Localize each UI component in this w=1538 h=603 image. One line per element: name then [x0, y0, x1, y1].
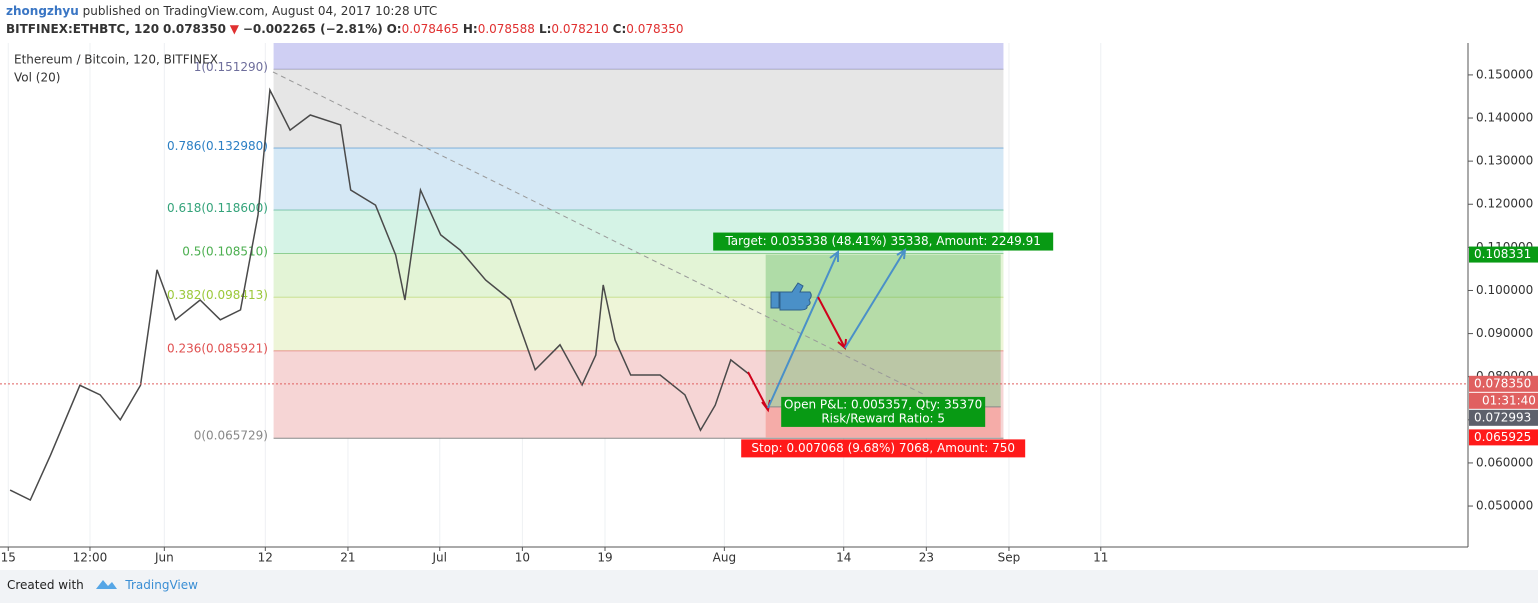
- published: published on TradingView.com, August 04,…: [78, 4, 438, 18]
- projection-arrows: [747, 248, 907, 413]
- ohlc-value: 0.078465: [401, 22, 459, 36]
- fib-label: 1(0.151290): [194, 60, 268, 74]
- target-zone: [765, 254, 1001, 407]
- symbol: BITFINEX:ETHBTC, 120: [6, 22, 160, 36]
- x-tick-label: 21: [340, 551, 355, 565]
- y-tick-label: 0.130000: [1476, 154, 1533, 168]
- indicator-label: Vol (20): [14, 71, 60, 85]
- x-tick-label: 10: [515, 551, 530, 565]
- x-tick-label: 15: [1, 551, 16, 565]
- price-label: 0.078350: [1474, 376, 1531, 390]
- header-line-2: BITFINEX:ETHBTC, 120 0.078350 ▼ −0.00226…: [6, 20, 688, 38]
- fib-label: 0.382(0.098413): [167, 288, 268, 302]
- x-tick-label: Jul: [432, 551, 447, 565]
- trend-line: [272, 71, 926, 396]
- x-tick-label: 11: [1093, 551, 1108, 565]
- y-tick-label: 0.150000: [1476, 67, 1533, 81]
- price-label: 0.065925: [1474, 430, 1531, 444]
- change: −0.002265 (−2.81%): [242, 22, 383, 36]
- ohlc-value: 0.078588: [477, 22, 535, 36]
- x-tick-label: Sep: [998, 551, 1021, 565]
- stop-label-box: [741, 439, 1026, 458]
- stop-label: Stop: 0.007068 (9.68%) 7068, Amount: 750: [751, 441, 1015, 455]
- fib-band: [273, 297, 1004, 352]
- y-tick-label: 0.050000: [1476, 499, 1533, 513]
- price-label: 0.072993: [1474, 410, 1531, 424]
- fib-band: [273, 69, 1004, 149]
- target-label: Target: 0.035338 (48.41%) 35338, Amount:…: [724, 234, 1040, 248]
- direction: ▼: [229, 22, 240, 36]
- ohlc-key: C:: [612, 22, 627, 36]
- y-tick-label: 0.140000: [1476, 111, 1533, 125]
- countdown-box: [1469, 392, 1538, 409]
- ohlc-value: 0.078210: [551, 22, 609, 36]
- y-tick-label: 0.090000: [1476, 326, 1533, 340]
- header-line-1: zhongzhyu published on TradingView.com, …: [6, 2, 688, 20]
- price-line: [9, 87, 751, 502]
- price-label-box: [1469, 375, 1538, 392]
- fib-label: 0(0.065729): [194, 429, 268, 443]
- author: zhongzhyu: [6, 4, 79, 18]
- price-label-box: [1469, 246, 1538, 263]
- fib-label: 0.786(0.132980): [167, 139, 268, 153]
- header: zhongzhyu published on TradingView.com, …: [6, 2, 688, 38]
- fib-label: 0.618(0.118600): [167, 201, 268, 215]
- y-tick-label: 0.100000: [1476, 283, 1533, 297]
- fib-label: 0.5(0.108510): [182, 244, 268, 258]
- y-tick-label: 0.060000: [1476, 455, 1533, 469]
- price-label-box: [1469, 429, 1538, 446]
- chart: 1(0.151290) 0.786(0.132980) 0.618(0.118600…: [0, 43, 1538, 565]
- x-tick-label: 12:00: [73, 551, 108, 565]
- chart-title: Ethereum / Bitcoin, 120, BITFINEX: [14, 53, 218, 67]
- last-price: 0.078350: [162, 22, 226, 36]
- target-label-box: [713, 232, 1054, 251]
- x-tick-label: 14: [836, 551, 851, 565]
- x-tick-label: 19: [597, 551, 612, 565]
- logo-icon: [95, 580, 117, 589]
- fib-band: [273, 253, 1004, 298]
- ohlc-key: O:: [386, 22, 402, 36]
- fib-label: 0.236(0.085921): [167, 342, 268, 356]
- ohlc-key: L:: [538, 22, 552, 36]
- ratio-label: Risk/Reward Ratio: 5: [821, 411, 945, 425]
- x-tick-label: Jun: [154, 551, 174, 565]
- ohlc: O:0.078465 H:0.078588 L:0.078210 C:0.078350: [387, 22, 688, 36]
- x-tick-label: Aug: [713, 551, 736, 565]
- x-tick-label: 12: [258, 551, 273, 565]
- open-label: Open P&L: 0.005357, Qty: 35370: [784, 397, 982, 411]
- fib-band: [273, 148, 1004, 211]
- price-label-box: [1469, 409, 1538, 426]
- footer: Created with TradingView: [0, 570, 1538, 603]
- open-label-box: [781, 396, 986, 427]
- brand: TradingView: [125, 578, 198, 592]
- created-with: Created with: [7, 578, 84, 592]
- y-tick-label: 0.120000: [1476, 197, 1533, 211]
- thumbs-up-icon: [770, 282, 812, 311]
- price-label: 0.108331: [1474, 247, 1531, 261]
- x-tick-label: 23: [919, 551, 934, 565]
- fib-band: [273, 43, 1004, 70]
- ohlc-key: H:: [462, 22, 478, 36]
- ohlc-value: 0.078350: [626, 22, 684, 36]
- countdown: 01:31:40: [1482, 393, 1536, 407]
